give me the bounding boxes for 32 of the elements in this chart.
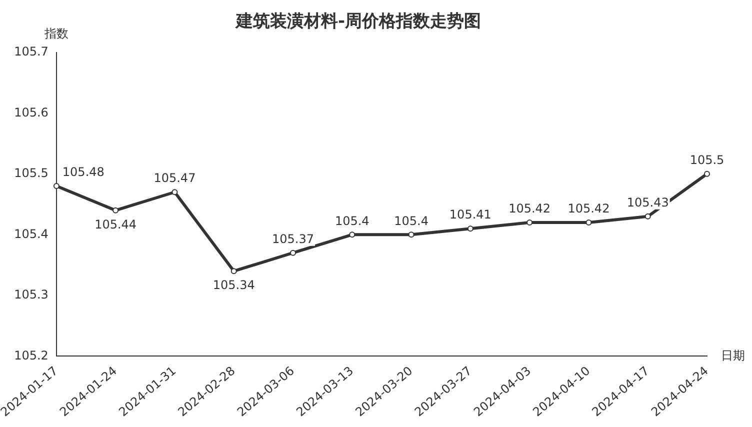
data-label: 105.42 — [568, 202, 610, 216]
data-label: 105.44 — [94, 217, 137, 232]
data-label: 105.4 — [334, 214, 370, 228]
y-tick-label: 105.6 — [14, 105, 48, 120]
y-tick-label: 105.4 — [14, 226, 48, 241]
y-tick-label: 105.7 — [14, 44, 48, 59]
data-label: 105.37 — [272, 232, 314, 246]
point — [644, 213, 651, 220]
point — [349, 232, 356, 238]
point — [290, 250, 296, 256]
y-tick-label: 105.5 — [14, 166, 48, 180]
y-tick-label: 105.3 — [14, 288, 48, 302]
x-axis-title: 日期 — [721, 348, 745, 362]
point — [408, 232, 414, 238]
point — [586, 219, 592, 226]
point — [230, 268, 237, 274]
data-label: 105.42 — [508, 202, 551, 216]
data-label: 105.5 — [690, 153, 724, 168]
data-label: 105.4 — [394, 214, 428, 228]
chart-title: 建筑装潢材料-周价格指数走势图 — [234, 12, 482, 32]
data-label: 105.47 — [154, 171, 196, 186]
y-axis-title: 指数 — [43, 26, 68, 41]
point — [112, 207, 119, 214]
point — [467, 226, 474, 232]
point — [53, 183, 60, 190]
data-label: 105.34 — [212, 278, 255, 292]
data-label: 105.41 — [449, 208, 492, 222]
data-label: 105.48 — [62, 165, 104, 180]
data-label: 105.43 — [626, 196, 669, 210]
point — [172, 189, 178, 196]
point — [704, 170, 710, 177]
y-tick-label: 105.2 — [14, 348, 48, 362]
